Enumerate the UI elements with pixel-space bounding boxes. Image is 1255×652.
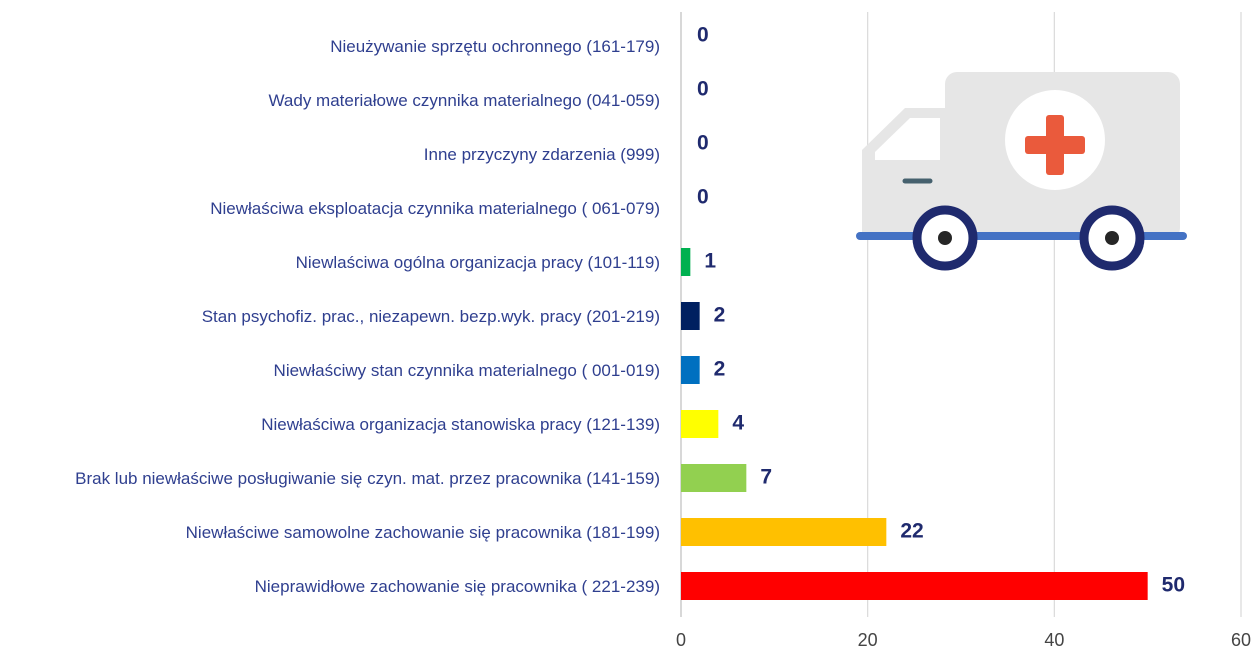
category-label: Nieużywanie sprzętu ochronnego (161-179) (330, 36, 660, 57)
category-label: Stan psychofiz. prac., niezapewn. bezp.w… (202, 306, 660, 327)
category-label: Niewłaściwy stan czynnika materialnego (… (274, 360, 660, 381)
category-label-row: Nieprawidłowe zachowanie się pracownika … (0, 559, 660, 613)
value-label: 7 (760, 466, 772, 489)
value-label: 2 (714, 304, 726, 327)
category-label-row: Inne przyczyny zdarzenia (999) (0, 127, 660, 181)
category-label-box: Niewłaściwe samowolne zachowanie się pra… (0, 505, 660, 559)
value-label: 50 (1162, 574, 1185, 597)
category-label-row: Brak lub niewłaściwe posługiwanie się cz… (0, 451, 660, 505)
x-tick-label: 20 (858, 630, 878, 650)
value-label: 0 (697, 78, 709, 101)
ambulance-illustration (860, 72, 1183, 266)
category-label-box: Inne przyczyny zdarzenia (999) (0, 127, 660, 181)
category-label: Niewłaściwe samowolne zachowanie się pra… (186, 522, 660, 543)
category-label-box: Niewłaściwy stan czynnika materialnego (… (0, 343, 660, 397)
value-label: 22 (900, 520, 923, 543)
chart: 0204060Nieużywanie sprzętu ochronnego (1… (0, 0, 1255, 652)
category-label: Niewlaściwa ogólna organizacja pracy (10… (296, 252, 660, 273)
category-label-row: Niewlaściwa ogólna organizacja pracy (10… (0, 235, 660, 289)
category-label-box: Stan psychofiz. prac., niezapewn. bezp.w… (0, 289, 660, 343)
category-label: Nieprawidłowe zachowanie się pracownika … (255, 576, 660, 597)
category-label-box: Nieużywanie sprzętu ochronnego (161-179) (0, 19, 660, 73)
x-tick-label: 40 (1044, 630, 1064, 650)
bar (681, 518, 886, 546)
page: {"chart_data": {"type": "barh", "categor… (0, 0, 1255, 652)
value-label: 4 (732, 412, 744, 435)
bar (681, 302, 700, 330)
value-label: 1 (704, 250, 716, 273)
category-label: Inne przyczyny zdarzenia (999) (424, 144, 660, 165)
bar (681, 572, 1148, 600)
category-label-row: Niewłaściwy stan czynnika materialnego (… (0, 343, 660, 397)
category-label-box: Wady materiałowe czynnika materialnego (… (0, 73, 660, 127)
category-label: Wady materiałowe czynnika materialnego (… (269, 90, 661, 111)
category-label: Niewłaściwa organizacja stanowiska pracy… (261, 414, 660, 435)
category-label-row: Niewłaściwe samowolne zachowanie się pra… (0, 505, 660, 559)
category-label-box: Niewlaściwa ogólna organizacja pracy (10… (0, 235, 660, 289)
category-label-box: Niewłaściwa eksploatacja czynnika materi… (0, 181, 660, 235)
category-label-row: Niewłaściwa organizacja stanowiska pracy… (0, 397, 660, 451)
x-tick-label: 0 (676, 630, 686, 650)
value-label: 0 (697, 186, 709, 209)
value-label: 0 (697, 132, 709, 155)
bar (681, 410, 718, 438)
category-label-box: Nieprawidłowe zachowanie się pracownika … (0, 559, 660, 613)
category-label: Brak lub niewłaściwe posługiwanie się cz… (75, 468, 660, 489)
category-label-box: Brak lub niewłaściwe posługiwanie się cz… (0, 451, 660, 505)
value-label: 0 (697, 24, 709, 47)
bar (681, 464, 746, 492)
category-label-row: Wady materiałowe czynnika materialnego (… (0, 73, 660, 127)
value-label: 2 (714, 358, 726, 381)
category-label-row: Stan psychofiz. prac., niezapewn. bezp.w… (0, 289, 660, 343)
bar (681, 356, 700, 384)
category-label: Niewłaściwa eksploatacja czynnika materi… (210, 198, 660, 219)
category-label-row: Nieużywanie sprzętu ochronnego (161-179) (0, 19, 660, 73)
category-label-row: Niewłaściwa eksploatacja czynnika materi… (0, 181, 660, 235)
x-tick-label: 60 (1231, 630, 1251, 650)
bar (681, 248, 690, 276)
category-label-box: Niewłaściwa organizacja stanowiska pracy… (0, 397, 660, 451)
